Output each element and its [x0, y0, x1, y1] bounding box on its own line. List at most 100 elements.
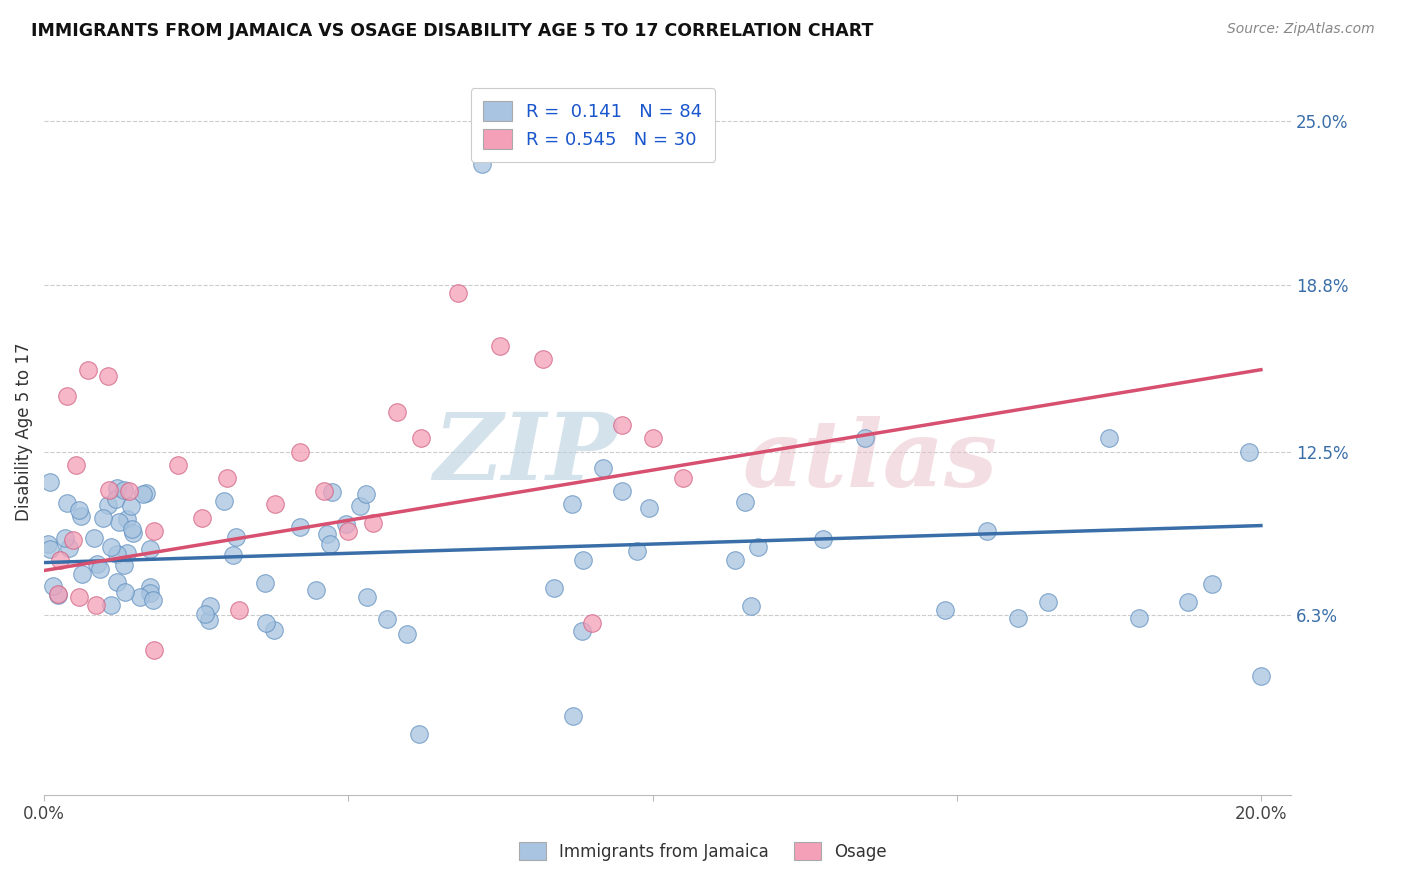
Point	[263, 623, 285, 637]
Point	[70, 566, 93, 581]
Point	[142, 524, 165, 538]
Point	[571, 553, 593, 567]
Point	[105, 574, 128, 589]
Point	[67, 590, 90, 604]
Y-axis label: Disability Age 5 to 17: Disability Age 5 to 17	[15, 343, 32, 521]
Point	[97, 498, 120, 512]
Point	[254, 615, 277, 630]
Point	[471, 156, 494, 170]
Point	[112, 558, 135, 573]
Legend: Immigrants from Jamaica, Osage: Immigrants from Jamaica, Osage	[513, 836, 893, 868]
Point	[1250, 669, 1272, 683]
Point	[115, 512, 138, 526]
Point	[610, 418, 633, 433]
Point	[108, 515, 131, 529]
Legend: R =  0.141   N = 84, R = 0.545   N = 30: R = 0.141 N = 84, R = 0.545 N = 30	[471, 88, 716, 161]
Point	[228, 603, 250, 617]
Point	[626, 543, 648, 558]
Point	[48, 588, 70, 602]
Point	[139, 542, 162, 557]
Point	[56, 389, 79, 403]
Point	[592, 461, 614, 475]
Point	[447, 286, 470, 301]
Point	[543, 581, 565, 595]
Point	[321, 485, 343, 500]
Point	[411, 431, 433, 445]
Point	[305, 582, 328, 597]
Point	[734, 494, 756, 508]
Point	[53, 531, 76, 545]
Point	[288, 520, 311, 534]
Point	[58, 541, 80, 555]
Point	[1177, 595, 1199, 609]
Point	[385, 405, 408, 419]
Point	[118, 484, 141, 499]
Point	[561, 497, 583, 511]
Point	[84, 598, 107, 612]
Point	[105, 547, 128, 561]
Point	[135, 485, 157, 500]
Point	[129, 590, 152, 604]
Point	[356, 590, 378, 604]
Point	[65, 458, 87, 472]
Point	[100, 598, 122, 612]
Point	[222, 548, 245, 562]
Point	[641, 431, 664, 445]
Point	[167, 458, 190, 472]
Point	[104, 492, 127, 507]
Point	[335, 516, 357, 531]
Point	[1007, 611, 1029, 625]
Point	[672, 471, 695, 485]
Point	[724, 552, 747, 566]
Point	[97, 369, 120, 384]
Point	[225, 530, 247, 544]
Point	[48, 553, 70, 567]
Point	[811, 532, 834, 546]
Point	[610, 483, 633, 498]
Text: IMMIGRANTS FROM JAMAICA VS OSAGE DISABILITY AGE 5 TO 17 CORRELATION CHART: IMMIGRANTS FROM JAMAICA VS OSAGE DISABIL…	[31, 22, 873, 40]
Point	[114, 584, 136, 599]
Point	[142, 642, 165, 657]
Point	[105, 481, 128, 495]
Point	[212, 493, 235, 508]
Point	[120, 499, 142, 513]
Point	[115, 545, 138, 559]
Point	[288, 444, 311, 458]
Text: ZIP: ZIP	[433, 409, 617, 499]
Point	[77, 363, 100, 377]
Point	[139, 581, 162, 595]
Point	[37, 536, 59, 550]
Point	[1201, 576, 1223, 591]
Point	[396, 626, 419, 640]
Point	[349, 499, 371, 513]
Point	[312, 484, 335, 499]
Point	[39, 475, 62, 489]
Point	[264, 498, 287, 512]
Point	[215, 471, 238, 485]
Point	[100, 541, 122, 555]
Point	[97, 483, 120, 497]
Point	[356, 487, 378, 501]
Point	[571, 624, 593, 638]
Point	[740, 599, 762, 613]
Point	[41, 579, 63, 593]
Point	[562, 708, 585, 723]
Point	[67, 503, 90, 517]
Point	[934, 603, 956, 617]
Point	[337, 524, 360, 538]
Point	[531, 352, 554, 367]
Point	[375, 611, 398, 625]
Point	[581, 616, 603, 631]
Point	[318, 537, 340, 551]
Point	[46, 587, 69, 601]
Point	[138, 586, 160, 600]
Point	[69, 509, 91, 524]
Point	[976, 524, 998, 538]
Text: Source: ZipAtlas.com: Source: ZipAtlas.com	[1227, 22, 1375, 37]
Point	[408, 727, 430, 741]
Point	[1036, 595, 1059, 609]
Point	[1098, 431, 1121, 445]
Point	[112, 483, 135, 498]
Point	[89, 562, 111, 576]
Point	[1237, 444, 1260, 458]
